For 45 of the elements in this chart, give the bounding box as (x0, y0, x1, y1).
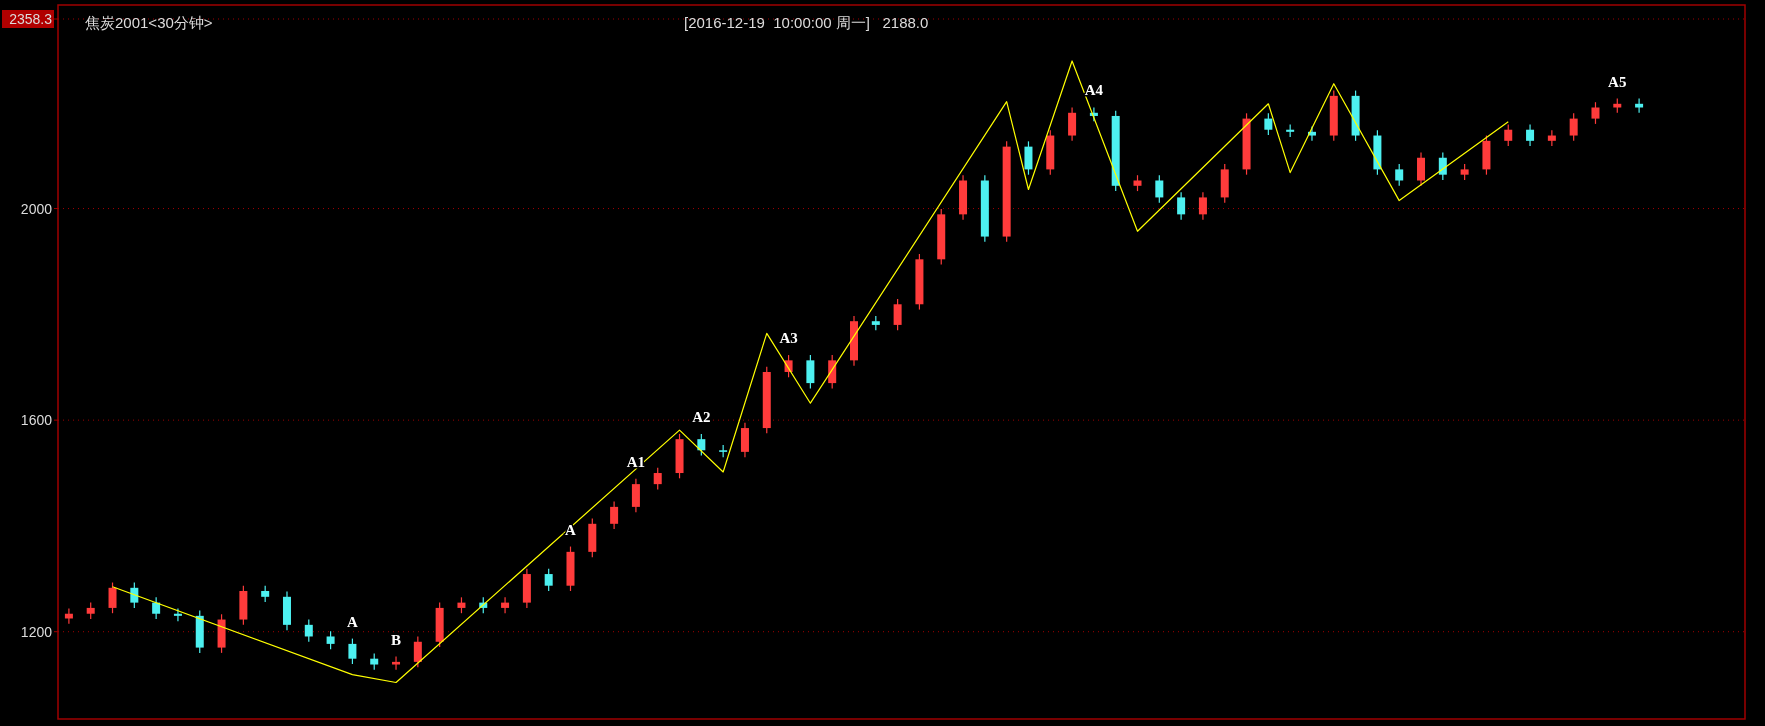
candlestick (1547, 129, 1556, 147)
candlestick (1264, 112, 1273, 136)
candlestick (1569, 112, 1578, 142)
candlestick (501, 596, 510, 614)
text: A (346, 613, 358, 630)
candlestick (108, 581, 117, 614)
candlestick (1395, 163, 1404, 187)
candlestick (173, 607, 182, 622)
candlestick (806, 354, 815, 389)
candlestick (392, 655, 401, 671)
candlestick (610, 500, 619, 530)
text: B (391, 631, 402, 648)
candlestick (653, 467, 662, 491)
text: A1 (626, 453, 646, 470)
candlestick (1417, 151, 1426, 187)
y-tick-label: 1600 (20, 412, 53, 429)
candlestick (697, 433, 706, 457)
y-tick-label: 2000 (20, 200, 53, 217)
chart-subtitle: [2016-12-19 10:00:00 周一] 2188.0 (684, 14, 929, 31)
candlestick (348, 637, 357, 665)
candlestick (304, 618, 313, 643)
text: A4 (1084, 82, 1104, 99)
candlestick (1438, 151, 1447, 181)
candlestick (152, 596, 161, 620)
candlestick (631, 478, 640, 513)
candlestick (130, 581, 139, 609)
text: A3 (779, 330, 798, 347)
candlestick (1526, 123, 1535, 147)
candlestick (1155, 174, 1164, 204)
chart-title: 焦炭2001<30分钟> (85, 14, 213, 31)
y-tick-label: 1200 (20, 623, 53, 640)
candlestick (1068, 106, 1077, 142)
y-tick-label: 2358.3 (9, 11, 53, 27)
candlestick (1591, 101, 1600, 125)
candlestick (1177, 191, 1186, 221)
candlestick (544, 568, 553, 592)
candlestick (893, 298, 902, 331)
candlestick (1504, 123, 1513, 147)
text: A2 (692, 408, 711, 425)
candlestick (828, 354, 837, 389)
candlestick (1198, 191, 1207, 221)
candlestick (1024, 140, 1033, 176)
candlestick (740, 422, 749, 458)
candlestick (413, 635, 422, 668)
text: A5 (1608, 73, 1627, 90)
